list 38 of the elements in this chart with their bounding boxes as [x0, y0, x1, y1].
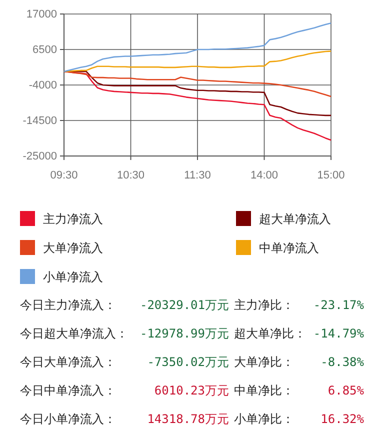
text: 今日大单净流入：	[20, 355, 116, 369]
text: 今日主力净流入：	[20, 298, 116, 312]
text: -12978.99万元	[140, 326, 229, 340]
y-tick-label: -25000	[22, 150, 57, 163]
text: -7350.02万元	[147, 355, 229, 369]
legend-label: 大单净流入	[43, 241, 103, 255]
x-tick-label: 15:00	[317, 169, 345, 182]
x-tick-label: 09:30	[50, 169, 78, 182]
legend-label: 小单净流入	[43, 270, 103, 284]
text: -14.79%	[313, 326, 365, 340]
text: 主力净比：	[234, 298, 294, 312]
line-series	[63, 50, 332, 72]
legend-label: 主力净流入	[43, 212, 103, 226]
y-tick-label: -4000	[28, 80, 57, 92]
x-tick-label: 14:00	[250, 169, 278, 182]
text: 小单净比：	[234, 412, 294, 426]
x-tick-label: 11:30	[184, 169, 211, 182]
y-tick-label: -14500	[22, 115, 57, 128]
text: 6.85%	[328, 384, 365, 398]
y-tick-label: 17000	[26, 8, 57, 21]
text: 超大单净比：	[234, 326, 306, 340]
text: 今日超大单净流入：	[20, 326, 128, 340]
line-series	[63, 22, 332, 72]
text: -23.17%	[313, 298, 365, 312]
text: 16.32%	[320, 412, 365, 426]
text: -20329.01万元	[140, 298, 229, 312]
text: 中单净比：	[234, 384, 294, 398]
text: 6010.23万元	[154, 384, 229, 398]
text: 今日中单净流入：	[20, 384, 116, 398]
x-tick-label: 10:30	[116, 169, 145, 182]
legend-label: 中单净流入	[259, 241, 319, 255]
line-series	[63, 70, 332, 98]
text: 14318.78万元	[147, 412, 229, 426]
text: 大单净比：	[234, 355, 294, 369]
y-tick-label: 6500	[32, 44, 57, 56]
text: -8.38%	[320, 355, 365, 369]
legend-label: 超大单净流入	[259, 212, 331, 226]
text: 今日小单净流入：	[20, 412, 116, 426]
